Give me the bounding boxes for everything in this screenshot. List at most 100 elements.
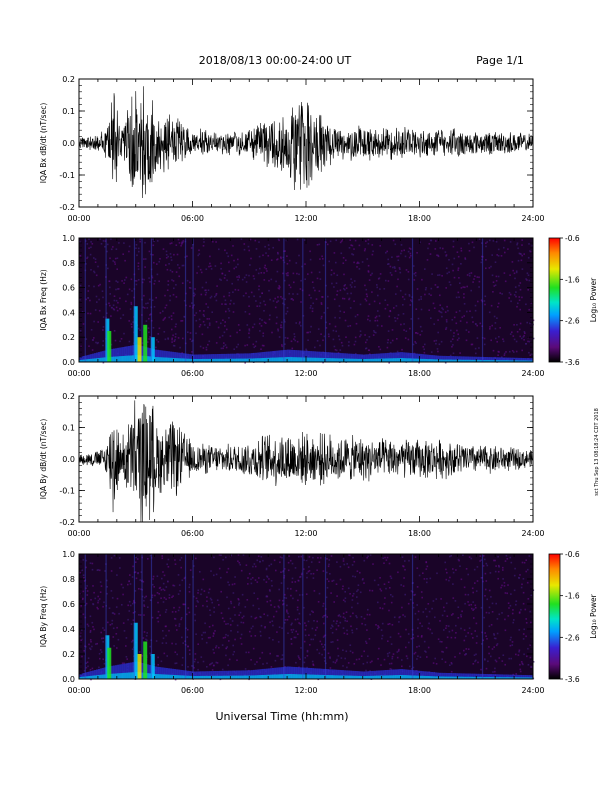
panel-1-speckle <box>499 327 501 329</box>
panel-3-speckle <box>82 574 85 576</box>
panel-1-speckle <box>263 272 265 274</box>
panel-3-band-core <box>236 675 239 679</box>
panel-3-speckle <box>502 654 505 656</box>
panel-1-band <box>222 353 225 362</box>
panel-1-speckle <box>220 268 222 270</box>
panel-1-xtick-label: 12:00 <box>294 369 317 378</box>
panel-3-speckle <box>265 568 268 571</box>
panel-3-band <box>219 670 222 679</box>
panel-1-band <box>271 351 275 362</box>
panel-1-speckle <box>215 293 218 295</box>
panel-1-speckle <box>237 258 239 261</box>
panel-3-speckle <box>518 649 521 652</box>
panel-3-speckle <box>290 623 293 626</box>
panel-3-speckle <box>194 658 197 661</box>
panel-3-band <box>362 671 365 679</box>
panel-1-speckle <box>498 351 500 353</box>
panel-3-speckle <box>356 570 359 572</box>
panel-3-speckle <box>519 668 522 671</box>
panel-3-speckle <box>349 593 351 595</box>
panel-3-speckle <box>412 666 415 669</box>
panel-3-speckle <box>306 666 308 669</box>
panel-3-speckle <box>518 650 520 653</box>
panel-1-speckle <box>286 307 289 309</box>
panel-3-speckle <box>202 631 205 634</box>
panel-3-speckle <box>475 653 477 656</box>
panel-1-speckle <box>116 281 119 283</box>
panel-3-speckle <box>110 590 113 592</box>
panel-1-speckle <box>290 340 293 343</box>
panel-3-speckle <box>364 624 367 626</box>
panel-3-speckle <box>503 585 506 587</box>
panel-3-speckle <box>461 610 463 613</box>
panel-1-band <box>279 350 282 362</box>
panel-1-speckle <box>296 238 299 241</box>
panel-1-speckle <box>79 330 82 332</box>
panel-1-speckle <box>430 294 432 296</box>
panel-1-speckle <box>369 274 372 276</box>
panel-1-speckle <box>348 247 351 249</box>
panel-1-speckle <box>201 286 204 289</box>
panel-1-speckle <box>230 299 232 302</box>
panel-1-speckle <box>197 254 199 257</box>
panel-1-speckle <box>391 329 394 331</box>
panel-3-speckle <box>339 621 342 624</box>
panel-3-speckle <box>119 567 121 569</box>
panel-1-speckle <box>367 271 370 273</box>
panel-1-speckle <box>529 251 532 253</box>
panel-1-speckle <box>483 343 486 346</box>
panel-1-speckle <box>521 239 523 241</box>
panel-1-speckle <box>168 263 170 265</box>
panel-1-speckle <box>386 346 389 349</box>
panel-3-speckle <box>482 555 485 557</box>
panel-1-band <box>521 358 524 362</box>
panel-1-speckle <box>150 319 153 322</box>
panel-3-speckle <box>237 560 239 562</box>
panel-3-band-core <box>230 675 233 679</box>
panel-1-band-core <box>258 358 261 362</box>
panel-3-band <box>343 670 346 680</box>
panel-3-speckle <box>115 606 118 608</box>
panel-3-speckle <box>161 577 163 580</box>
panel-3-speckle <box>156 592 159 594</box>
panel-1-speckle <box>353 280 356 282</box>
panel-1-band <box>336 352 339 362</box>
panel-1-speckle <box>243 276 246 279</box>
panel-3-band <box>324 669 328 679</box>
panel-3-band-core <box>463 676 466 679</box>
panel-3-speckle <box>498 564 500 567</box>
panel-1-band <box>491 357 494 362</box>
panel-1-colorbar <box>548 237 561 363</box>
panel-3-band-core <box>260 675 263 679</box>
panel-3-speckle <box>475 659 477 662</box>
panel-1-speckle <box>359 335 361 338</box>
panel-3-speckle <box>448 579 450 582</box>
panel-1-speckle <box>86 257 88 260</box>
panel-1-speckle <box>384 299 387 301</box>
panel-3-speckle <box>349 644 352 646</box>
panel-3-speckle <box>82 597 84 600</box>
panel-1-band-core <box>419 358 422 362</box>
panel-3-speckle <box>509 604 512 607</box>
panel-1-band-core <box>459 359 462 362</box>
panel-3-speckle <box>409 665 411 668</box>
panel-3-speckle <box>418 645 420 647</box>
panel-3-speckle <box>256 581 259 583</box>
panel-1-speckle <box>455 322 458 325</box>
panel-1-speckle <box>412 343 415 346</box>
panel-3-speckle <box>308 556 311 558</box>
panel-1-speckle <box>523 339 525 341</box>
panel-3-speckle <box>377 601 379 604</box>
panel-3-speckle <box>97 595 99 598</box>
panel-1-band <box>304 350 307 362</box>
panel-1-speckle <box>250 291 253 294</box>
panel-1-speckle <box>457 291 460 294</box>
panel-3-speckle <box>468 627 471 629</box>
panel-3-speckle <box>186 628 189 631</box>
panel-1-speckle <box>99 283 101 286</box>
panel-3-speckle <box>259 657 261 660</box>
panel-1-speckle <box>495 337 497 340</box>
panel-3-speckle <box>414 593 416 596</box>
panel-1-speckle <box>215 321 218 323</box>
panel-1-speckle <box>499 292 501 294</box>
